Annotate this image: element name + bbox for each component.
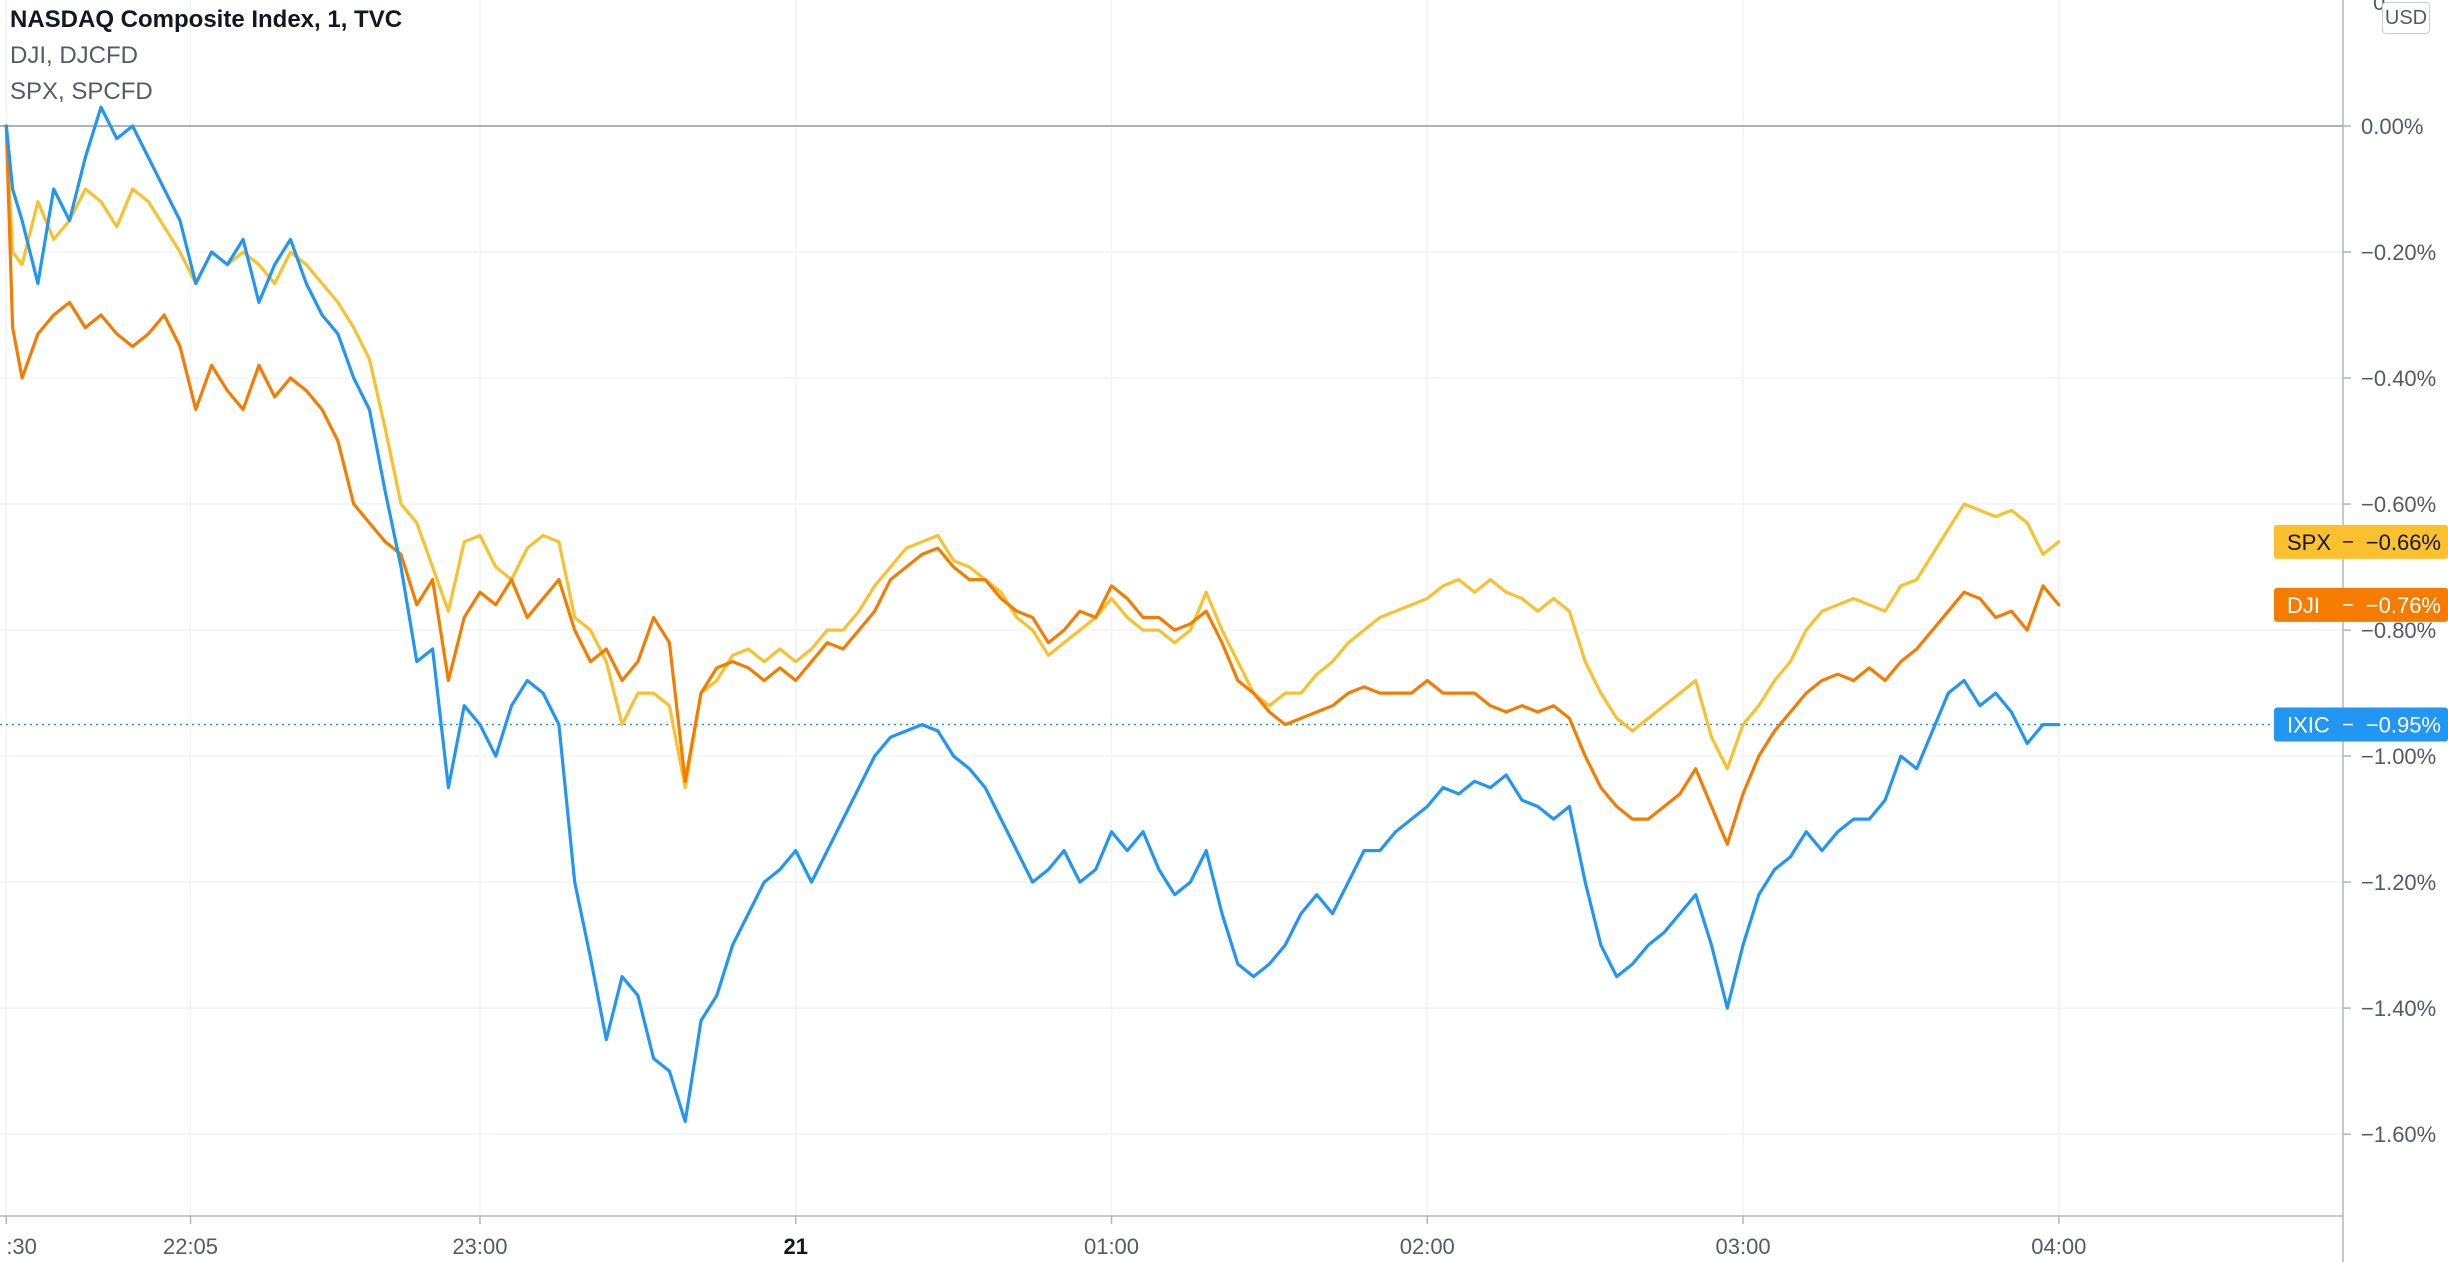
x-tick-label: 02:00 bbox=[1400, 1234, 1455, 1259]
last-value-label-bg bbox=[2274, 707, 2448, 742]
last-value-label-name: IXIC bbox=[2287, 713, 2330, 738]
last-value-label-bg bbox=[2274, 587, 2448, 622]
last-value-label-value: −0.76% bbox=[2366, 593, 2441, 618]
last-value-label-value: −0.95% bbox=[2366, 713, 2441, 738]
x-tick-label: 03:00 bbox=[1716, 1234, 1771, 1259]
last-value-label-name: DJI bbox=[2287, 593, 2320, 618]
series-legend: NASDAQ Composite Index, 1, TVC DJI, DJCF… bbox=[10, 2, 402, 110]
x-tick-label: 23:00 bbox=[452, 1234, 507, 1259]
last-value-label-dji[interactable]: DJI −0.76% bbox=[2274, 587, 2448, 622]
y-tick-label: −0.40% bbox=[2361, 366, 2436, 391]
y-tick-label: −0.60% bbox=[2361, 492, 2436, 517]
series-line-spx bbox=[4, 124, 2061, 790]
last-value-label-bg bbox=[2274, 524, 2448, 559]
x-tick-label: 22:05 bbox=[163, 1234, 218, 1259]
y-tick-label: −1.40% bbox=[2361, 996, 2436, 1021]
x-tick-label: 04:00 bbox=[2031, 1234, 2086, 1259]
x-tick-label: 01:00 bbox=[1084, 1234, 1139, 1259]
y-tick-label: 0.00% bbox=[2361, 114, 2423, 139]
currency-badge[interactable]: USD bbox=[2382, 2, 2430, 34]
x-tick-label: :30 bbox=[6, 1234, 37, 1259]
y-tick-label: −0.20% bbox=[2361, 240, 2436, 265]
last-value-labels: SPX −0.66% DJI −0.76% IXIC −0.95% bbox=[2274, 524, 2448, 742]
series-line-dji bbox=[4, 124, 2061, 846]
series-line-ixic bbox=[4, 105, 2061, 1124]
last-value-label-name: SPX bbox=[2287, 530, 2331, 555]
last-value-label-spx[interactable]: SPX −0.66% bbox=[2274, 524, 2448, 559]
y-tick-label: −1.00% bbox=[2361, 744, 2436, 769]
legend-spx-symbol[interactable]: SPX, SPCFD bbox=[10, 78, 153, 105]
x-tick-label: 21 bbox=[783, 1234, 807, 1259]
y-tick-label: −1.60% bbox=[2361, 1122, 2436, 1147]
zero-baseline bbox=[0, 125, 2343, 726]
last-value-label-ixic[interactable]: IXIC −0.95% bbox=[2274, 707, 2448, 742]
grid-lines bbox=[0, 0, 2343, 1216]
legend-dji-symbol[interactable]: DJI, DJCFD bbox=[10, 42, 138, 69]
y-tick-label: −0.80% bbox=[2361, 618, 2436, 643]
y-tick-label: −1.20% bbox=[2361, 870, 2436, 895]
last-value-label-value: −0.66% bbox=[2366, 530, 2441, 555]
legend-main-symbol[interactable]: NASDAQ Composite Index, 1, TVC bbox=[10, 6, 403, 33]
series-lines bbox=[4, 105, 2061, 1124]
